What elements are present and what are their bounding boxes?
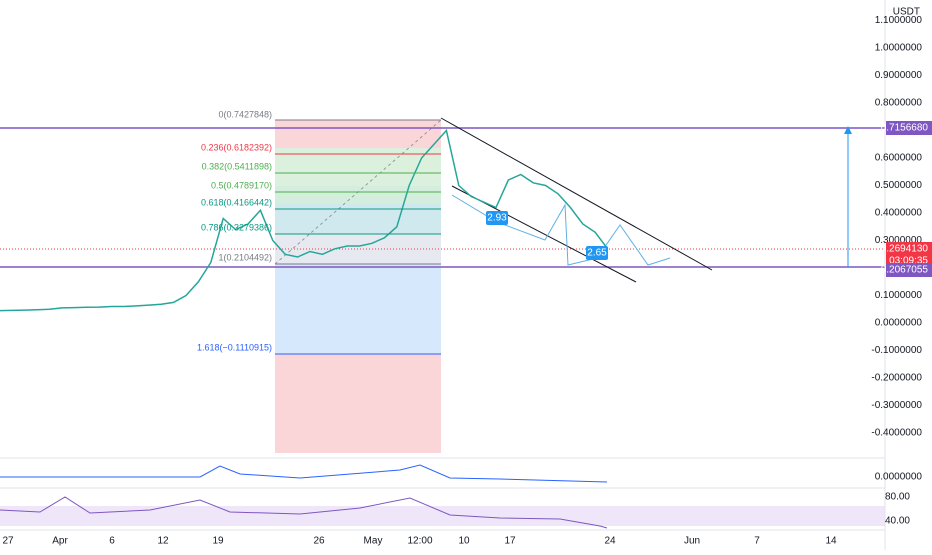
price-axis-label: 0.8000000 [875,98,923,109]
price-axis-label: 0.9000000 [875,70,923,81]
pattern-line [451,194,671,266]
fib-label: 0.618(0.4166442) [201,197,272,207]
price-badge [886,121,932,135]
price-badge [886,263,932,277]
date-axis-label: 12:00 [407,536,432,547]
pattern-label: 2.93 [487,213,507,224]
date-axis-label: 17 [504,536,516,547]
currency: USDT [893,7,920,18]
date-axis-label: 7 [754,536,760,547]
macd-axis-label: 0.0000000 [875,472,923,483]
pattern-badge [486,211,508,225]
price-axis-label: -0.2000000 [871,373,922,384]
rsi-axis-label: 40.00 [885,516,910,527]
date-axis-label: Apr [52,536,68,547]
price-axis-label: 0.1000000 [875,290,923,301]
fib-label: 0.236(0.6182392) [201,142,272,152]
date-axis-label: 6 [109,536,115,547]
price-badge-text: 0.7156680 [881,123,929,134]
price-axis-label: -0.3000000 [871,400,922,411]
price-badge-text: 0.2067055 [881,265,929,276]
rsi-band [0,506,885,526]
price-axis-label: 0.3000000 [875,235,923,246]
price-line [0,128,609,312]
fib-label: 1(0.2104492) [218,252,272,262]
date-axis-label: 10 [458,536,470,547]
price-axis-label: 0.0000000 [875,318,923,329]
date-axis-label: 27 [2,536,14,547]
pattern-badge [586,246,608,260]
rsi-axis-label: 80.00 [885,492,910,503]
date-axis-label: Jun [684,536,700,547]
channel-line [440,117,713,271]
date-axis-label: 24 [604,536,616,547]
fib-label: 0.786(0.3279386) [201,222,272,232]
price-axis-label: 0.5000000 [875,180,923,191]
price-axis-label: 0.6000000 [875,153,923,164]
price-badge [886,242,932,256]
price-axis-label: -0.1000000 [871,345,922,356]
price-axis-label: -0.4000000 [871,428,922,439]
date-axis-label: 14 [825,536,837,547]
date-axis-label: May [364,536,383,547]
date-axis-label: 12 [157,536,169,547]
fib-label: 1.618(−0.1110915) [197,342,272,352]
fib-label: 0.382(0.5411898) [202,161,272,171]
price-axis-label: 1.0000000 [875,43,923,54]
pattern-label: 2.65 [587,248,607,259]
price-axis-label: 0.4000000 [875,208,923,219]
countdown: 03:09:35 [889,256,928,267]
fib-label: 0.5(0.4789170) [211,180,272,190]
fib-label: 0(0.7427848) [218,109,272,119]
date-axis-label: 26 [313,536,325,547]
price-badge-text: 0.2694130 [881,244,929,255]
rsi-line [0,496,608,529]
date-axis-label: 19 [212,536,224,547]
measure-arrow-head [844,126,852,134]
macd-line [0,464,608,483]
price-axis-label: 1.1000000 [875,15,923,26]
